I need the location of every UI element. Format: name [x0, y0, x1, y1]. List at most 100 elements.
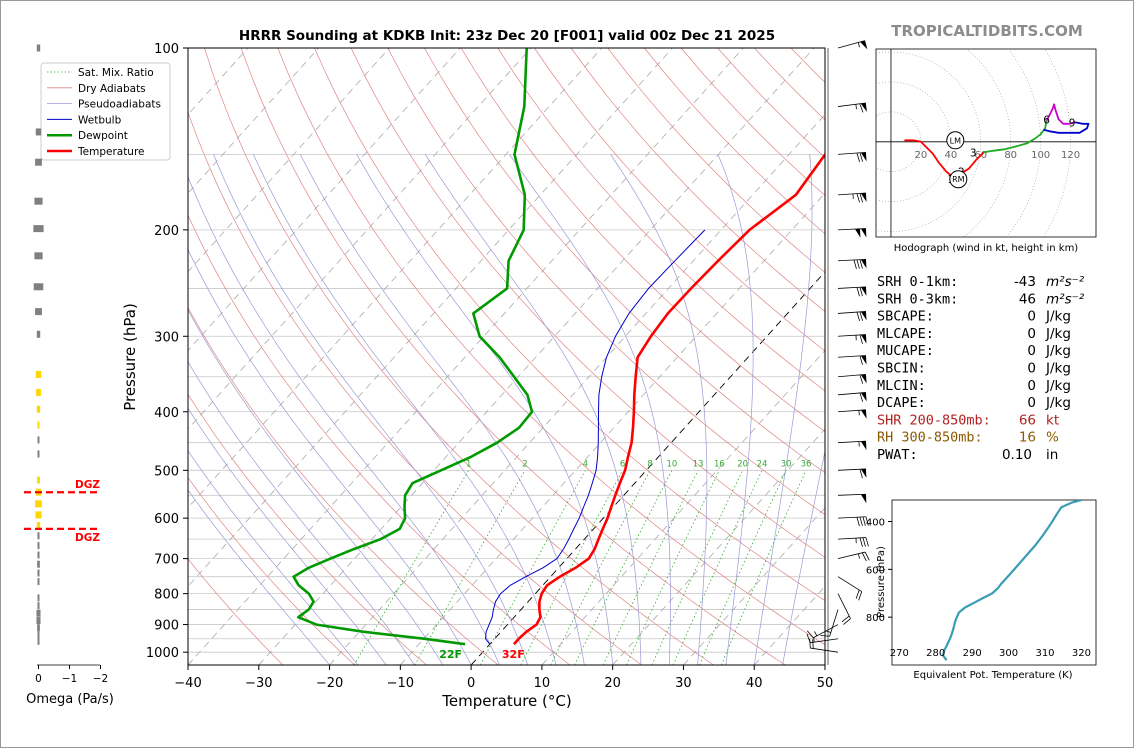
omega-bar	[35, 308, 42, 315]
wind-barb	[838, 441, 866, 450]
y-tick-label: 500	[154, 464, 179, 479]
mixing-ratio-label: 16	[714, 459, 725, 469]
y-tick-label: 300	[154, 330, 179, 345]
hodograph-height-label: 6	[1043, 114, 1050, 126]
barb-full	[857, 153, 860, 162]
index-label: SRH 0-1km:	[877, 274, 958, 290]
barb-full	[860, 538, 863, 547]
omega-bar	[37, 561, 40, 568]
dry-adiabat	[315, 48, 929, 665]
barb-half	[856, 104, 857, 109]
index-value: 0	[1027, 343, 1036, 359]
wind-barb	[838, 410, 867, 419]
omega-dgz-bar	[37, 422, 39, 429]
mixing-ratio-line	[415, 470, 525, 665]
x-tick-label: 0	[467, 676, 475, 691]
omega-bar	[36, 617, 40, 624]
barb-flag	[861, 410, 867, 419]
legend-label: Wetbulb	[78, 114, 122, 126]
barb-flag	[861, 103, 867, 112]
y-axis-label: Pressure (hPa)	[121, 303, 139, 411]
omega-bar	[38, 631, 40, 638]
hodograph-ring-label: 20	[915, 150, 928, 161]
index-label: PWAT:	[877, 447, 918, 463]
omega-x-tick-label: −1	[62, 673, 77, 685]
mixing-ratio-line	[603, 470, 698, 665]
theta-e-y-tick-label: 400	[866, 518, 885, 529]
mixing-ratio-label: 13	[693, 459, 704, 469]
index-label: MLCAPE:	[877, 326, 934, 342]
omega-dgz-bar	[36, 389, 41, 396]
mixing-ratio-line	[721, 470, 806, 665]
x-axis-label: Temperature (°C)	[441, 692, 571, 710]
wind-barb	[838, 228, 866, 237]
index-unit: J/kg	[1045, 395, 1071, 411]
omega-bar	[38, 594, 40, 601]
barb-staff	[838, 41, 865, 48]
index-value: 66	[1019, 412, 1036, 428]
omega-bar	[37, 570, 39, 577]
y-tick-label: 1000	[146, 646, 179, 661]
barb-flag	[855, 229, 860, 238]
legend-label: Sat. Mix. Ratio	[78, 67, 154, 79]
omega-bar	[34, 252, 42, 259]
theta-e-x-tick-label: 270	[890, 648, 909, 659]
mixing-ratio-label: 30	[781, 459, 792, 469]
mixing-ratio-label: 24	[757, 459, 768, 469]
mixing-ratio-line	[354, 470, 469, 665]
mixing-ratio-label: 36	[801, 459, 812, 469]
legend-label: Temperature	[77, 146, 145, 158]
hodograph-ring-label: 100	[1031, 150, 1050, 161]
omega-bar	[34, 283, 44, 290]
index-unit: m²s⁻²	[1046, 274, 1085, 290]
y-tick-label: 800	[154, 588, 179, 603]
pseudoadiabat	[510, 154, 671, 665]
hodograph-height-label: 3	[970, 147, 977, 159]
mixing-ratio-label: 10	[666, 459, 677, 469]
omega-bar	[36, 610, 40, 617]
theta-e-x-tick-label: 310	[1035, 648, 1054, 659]
mixing-ratio-line	[700, 470, 787, 665]
barb-full	[857, 517, 859, 526]
x-tick-label: 30	[675, 676, 692, 691]
x-tick-label: −40	[174, 676, 201, 691]
mixing-ratio-label: 2	[522, 459, 527, 469]
mixing-ratio-line	[521, 470, 623, 665]
x-tick-label: 10	[534, 676, 551, 691]
omega-x-tick-label: −2	[93, 673, 108, 685]
isotherm-line	[117, 48, 672, 665]
index-value: 0	[1027, 361, 1036, 377]
isotherm-line	[259, 48, 814, 665]
pseudoadiabat	[300, 154, 584, 665]
index-label: MLCIN:	[877, 378, 926, 394]
wind-barb	[838, 311, 867, 320]
pseudoadiabat	[149, 154, 471, 665]
omega-bar	[38, 638, 40, 645]
index-unit: in	[1046, 447, 1058, 463]
hodograph-ring-label: 120	[1061, 150, 1080, 161]
surface-temperature-label: 32F	[502, 648, 525, 661]
series-line-wetbulb	[486, 230, 705, 644]
index-value: 0.10	[1002, 447, 1032, 463]
barb-full	[813, 639, 814, 648]
index-value: 0	[1027, 395, 1036, 411]
wind-barb	[838, 259, 866, 269]
omega-bar	[37, 532, 39, 539]
omega-x-tick-label: 0	[35, 673, 42, 685]
omega-bar	[37, 331, 40, 338]
barb-staff	[838, 594, 851, 619]
omega-dgz-bar	[35, 511, 41, 518]
series-line-temperature	[514, 48, 906, 644]
wind-barb	[838, 103, 867, 112]
index-value: 16	[1019, 430, 1036, 446]
barb-flag	[861, 441, 866, 450]
theta-e-frame	[892, 500, 1096, 665]
omega-dgz-bar	[37, 406, 40, 413]
wind-barb	[838, 392, 867, 401]
theta-e-x-tick-label: 290	[963, 648, 982, 659]
index-unit: J/kg	[1045, 361, 1071, 377]
legend-label: Dry Adiabats	[78, 83, 146, 95]
